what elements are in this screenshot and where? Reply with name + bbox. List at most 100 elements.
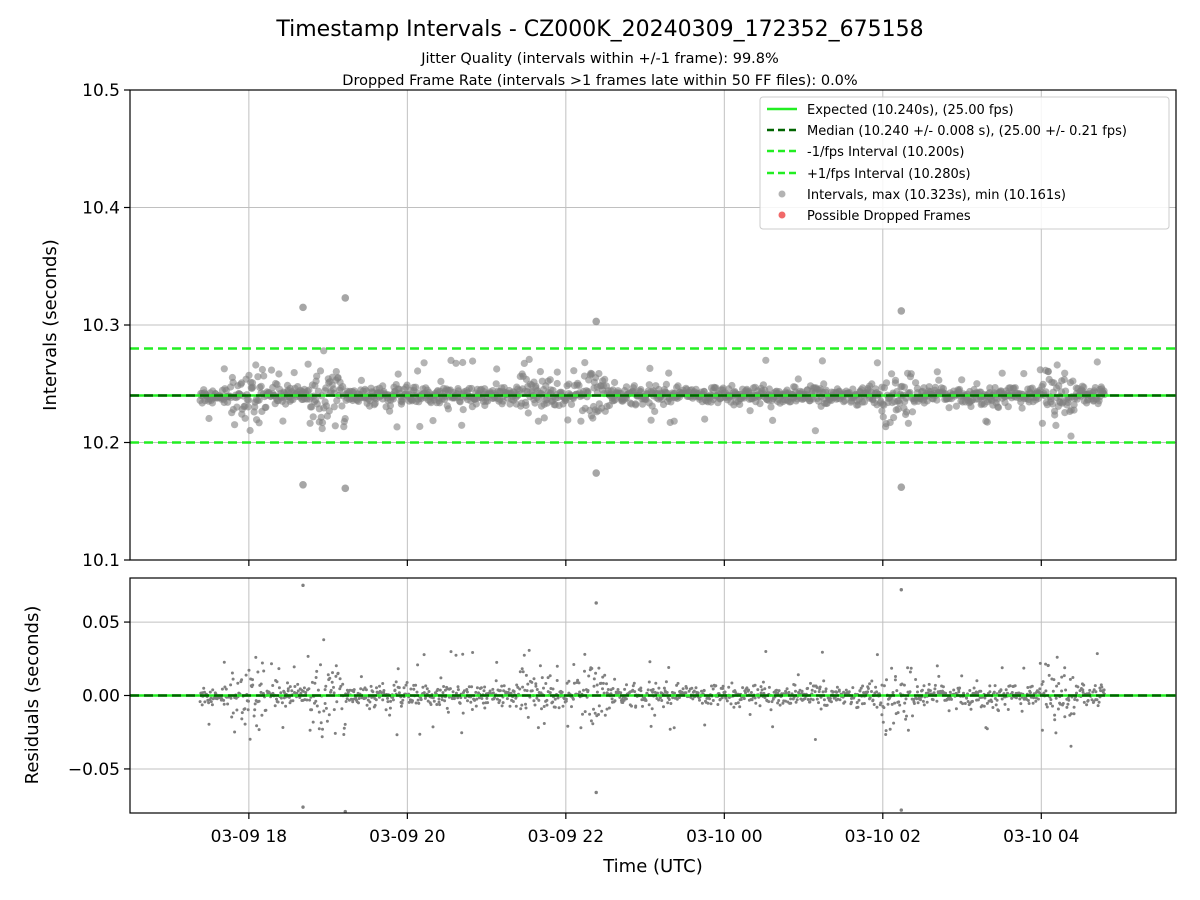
residual-point bbox=[222, 702, 226, 706]
interval-point bbox=[257, 382, 265, 390]
interval-point bbox=[645, 381, 653, 389]
residual-point bbox=[662, 705, 665, 709]
interval-point bbox=[712, 384, 720, 392]
residual-point bbox=[906, 666, 910, 670]
residual-point bbox=[916, 701, 920, 705]
intervals-x-ticks bbox=[248, 560, 1042, 566]
interval-point bbox=[522, 375, 531, 383]
residual-point bbox=[583, 652, 587, 656]
residual-point bbox=[1095, 652, 1099, 656]
residual-point bbox=[856, 705, 860, 709]
interval-point bbox=[762, 356, 770, 364]
residual-point bbox=[288, 685, 292, 689]
residual-point bbox=[593, 711, 597, 715]
residual-point bbox=[308, 728, 312, 732]
residual-point bbox=[448, 687, 452, 691]
residual-point bbox=[882, 706, 886, 710]
residual-point bbox=[1069, 712, 1073, 716]
residual-point bbox=[308, 698, 312, 702]
residual-point bbox=[332, 691, 336, 695]
residual-point bbox=[657, 698, 661, 702]
residual-point bbox=[764, 650, 768, 653]
residual-point bbox=[976, 698, 980, 702]
residual-point bbox=[776, 691, 780, 695]
residual-point bbox=[587, 674, 591, 678]
residual-point bbox=[533, 703, 537, 707]
residual-point bbox=[540, 707, 543, 711]
interval-point bbox=[205, 414, 213, 423]
residual-point bbox=[837, 688, 841, 692]
residual-point bbox=[884, 729, 888, 733]
residual-point bbox=[988, 684, 992, 688]
residual-point bbox=[220, 687, 224, 691]
residual-point bbox=[1072, 712, 1076, 716]
residual-point bbox=[532, 699, 536, 703]
residual-point bbox=[518, 670, 522, 674]
residual-point bbox=[386, 696, 389, 700]
residual-point bbox=[429, 703, 433, 706]
residual-point bbox=[763, 687, 767, 691]
residual-point bbox=[331, 671, 334, 675]
residual-point bbox=[684, 691, 688, 695]
residual-point bbox=[338, 677, 342, 681]
residual-point bbox=[997, 709, 1000, 713]
residual-point bbox=[694, 686, 698, 690]
interval-point bbox=[888, 370, 896, 378]
interval-point bbox=[873, 359, 882, 367]
residual-point bbox=[256, 670, 260, 674]
interval-point bbox=[622, 383, 631, 391]
residual-point bbox=[411, 699, 414, 703]
residual-point bbox=[203, 690, 206, 694]
residual-point bbox=[925, 700, 929, 704]
interval-point bbox=[386, 407, 394, 415]
residual-point bbox=[374, 698, 378, 702]
residual-point bbox=[409, 687, 413, 691]
residual-point bbox=[744, 691, 747, 695]
residual-point bbox=[260, 713, 264, 717]
interval-point bbox=[305, 386, 313, 394]
residual-point bbox=[881, 720, 885, 724]
residual-point bbox=[922, 703, 926, 707]
residual-point bbox=[235, 708, 239, 712]
residual-point bbox=[594, 671, 598, 675]
residual-point bbox=[518, 687, 522, 691]
interval-point bbox=[611, 378, 619, 387]
interval-point bbox=[469, 357, 477, 365]
residual-point bbox=[784, 699, 787, 703]
residual-point bbox=[400, 701, 404, 705]
residual-point bbox=[885, 678, 888, 682]
residual-point bbox=[482, 689, 486, 693]
interval-point bbox=[437, 377, 445, 385]
residual-point bbox=[651, 690, 655, 694]
residual-point bbox=[875, 690, 879, 694]
residual-point bbox=[741, 686, 745, 690]
residual-point bbox=[784, 691, 788, 695]
interval-point bbox=[553, 379, 561, 388]
legend-box bbox=[759, 96, 1170, 230]
interval-point bbox=[765, 385, 774, 393]
residual-point bbox=[384, 708, 388, 712]
residual-point bbox=[329, 688, 333, 692]
residual-point bbox=[351, 700, 355, 704]
residual-point bbox=[451, 690, 455, 694]
residual-point bbox=[273, 704, 277, 708]
residual-point bbox=[520, 703, 524, 707]
interval-point bbox=[820, 380, 828, 388]
residual-point bbox=[1100, 685, 1104, 689]
residual-point bbox=[378, 684, 381, 688]
residual-point bbox=[557, 706, 561, 710]
residual-point bbox=[947, 709, 951, 713]
residual-point bbox=[470, 685, 474, 689]
residual-point bbox=[1082, 700, 1086, 704]
residual-point bbox=[514, 696, 518, 700]
interval-point bbox=[1020, 370, 1028, 378]
residual-point bbox=[906, 728, 910, 732]
residual-point bbox=[1038, 687, 1042, 691]
residual-point bbox=[500, 684, 504, 688]
residual-point bbox=[759, 685, 763, 689]
residual-point bbox=[1038, 661, 1042, 665]
residual-point bbox=[388, 713, 392, 717]
residual-point bbox=[696, 691, 700, 695]
residuals-y-ticks: −0.05 0.00 0.05 bbox=[68, 613, 130, 780]
residual-point bbox=[1041, 680, 1045, 684]
